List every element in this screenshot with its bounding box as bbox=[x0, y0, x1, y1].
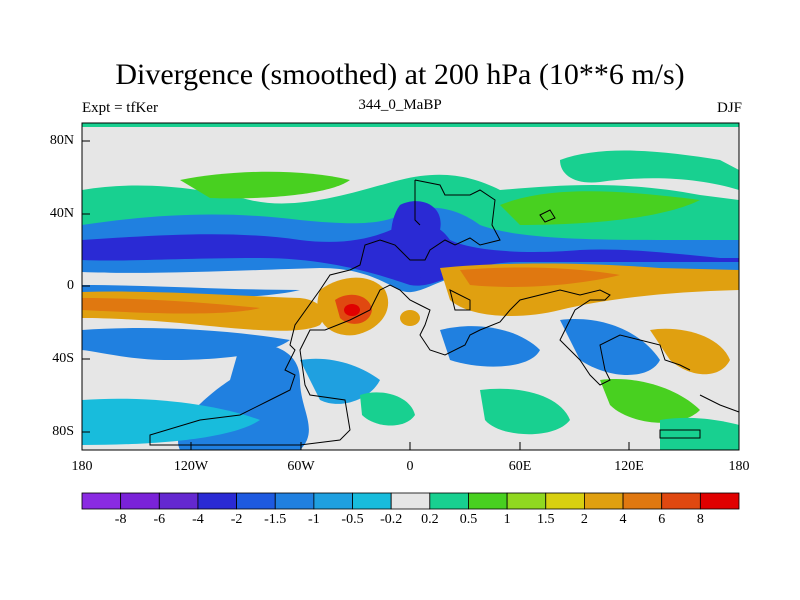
colorbar-swatch bbox=[197, 492, 237, 510]
colorbar-swatch bbox=[661, 492, 701, 510]
colorbar-label: 8 bbox=[696, 512, 704, 527]
lon-label-60e: 60E bbox=[508, 459, 532, 474]
colorbar-swatch bbox=[390, 492, 431, 510]
colorbar-label: 0.5 bbox=[459, 512, 478, 527]
lon-label-0: 0 bbox=[406, 459, 414, 474]
colorbar-label: -4 bbox=[192, 512, 204, 527]
colorbar-label: -0.2 bbox=[380, 512, 403, 527]
lat-label-eq: 0 bbox=[67, 278, 74, 293]
colorbar-swatch bbox=[545, 492, 585, 510]
colorbar-swatch bbox=[429, 492, 469, 510]
colorbar-label: 1 bbox=[503, 512, 511, 527]
colorbar-label: -6 bbox=[153, 512, 166, 527]
case-label: 344_0_MaBP bbox=[358, 97, 442, 113]
lat-label-80s: 80S bbox=[52, 424, 74, 439]
colorbar-swatch bbox=[506, 492, 547, 510]
lat-label-40n: 40N bbox=[49, 206, 74, 221]
lon-label-180w: 180 bbox=[71, 459, 93, 474]
experiment-label: Expt = tfKer bbox=[82, 100, 158, 116]
colorbar-swatch bbox=[699, 492, 740, 510]
colorbar-swatch bbox=[584, 492, 624, 510]
colorbar-label: -8 bbox=[114, 512, 127, 527]
colorbar-swatch bbox=[81, 492, 122, 510]
lon-label-60w: 60W bbox=[287, 459, 315, 474]
colorbar-label: -0.5 bbox=[341, 512, 364, 527]
colorbar-label: 4 bbox=[619, 512, 627, 527]
colorbar-label: 6 bbox=[658, 512, 666, 527]
colorbar-swatch bbox=[274, 492, 315, 510]
colorbar-swatch bbox=[468, 492, 508, 510]
chart-title: Divergence (smoothed) at 200 hPa (10**6 … bbox=[115, 58, 685, 91]
divergence-field bbox=[82, 123, 739, 450]
axis-ticks bbox=[81, 140, 740, 450]
lat-label-80n: 80N bbox=[49, 133, 74, 148]
colorbar-label: -1 bbox=[308, 512, 320, 527]
colorbar-label: -1.5 bbox=[264, 512, 287, 527]
colorbar-swatch bbox=[352, 492, 392, 510]
colorbar-swatch bbox=[236, 492, 276, 510]
colorbar bbox=[81, 492, 740, 510]
colorbar-label: 1.5 bbox=[537, 512, 555, 527]
season-label: DJF bbox=[716, 100, 742, 116]
colorbar-swatch bbox=[313, 492, 353, 510]
colorbar-swatch bbox=[120, 492, 160, 510]
colorbar-swatch bbox=[158, 492, 199, 510]
lat-label-40s: 40S bbox=[52, 351, 74, 366]
lon-label-120w: 120W bbox=[173, 459, 209, 474]
coastlines bbox=[149, 179, 740, 446]
colorbar-label: -2 bbox=[230, 512, 243, 527]
colorbar-swatch bbox=[622, 492, 663, 510]
colorbar-label: 0.2 bbox=[421, 512, 439, 527]
lon-label-180e: 180 bbox=[728, 459, 750, 474]
colorbar-label: 2 bbox=[580, 512, 588, 527]
lon-label-120e: 120E bbox=[614, 459, 644, 474]
